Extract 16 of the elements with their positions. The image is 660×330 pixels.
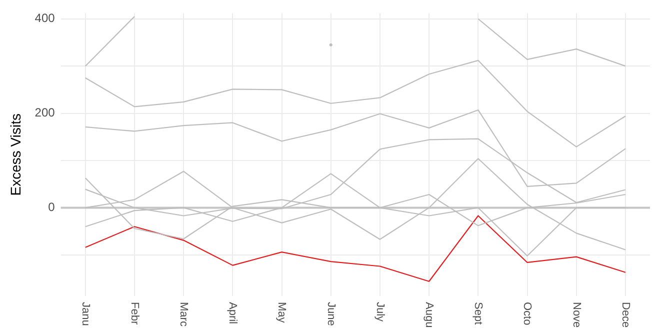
y-tick-label: 0 xyxy=(48,200,56,214)
x-tick-label: Sept xyxy=(472,302,484,325)
x-tick-label: Nove xyxy=(570,302,582,328)
x-tick-label: July xyxy=(374,302,386,322)
x-tick-label: Janu xyxy=(79,302,92,326)
y-axis-title: Excess Visits xyxy=(7,113,24,196)
y-tick-label: 400 xyxy=(34,11,56,26)
x-tick-label: June xyxy=(324,302,337,326)
y-tick-label: 200 xyxy=(34,106,56,120)
x-tick-label: May xyxy=(276,302,288,324)
x-tick-label: Octo xyxy=(521,302,534,326)
x-tick-label: Dece xyxy=(619,302,632,328)
x-tick-label: April xyxy=(226,302,239,324)
x-tick-label: Augu xyxy=(423,302,436,328)
x-tick-label: Marc xyxy=(178,302,190,327)
x-tick-label: Febr xyxy=(128,302,140,325)
